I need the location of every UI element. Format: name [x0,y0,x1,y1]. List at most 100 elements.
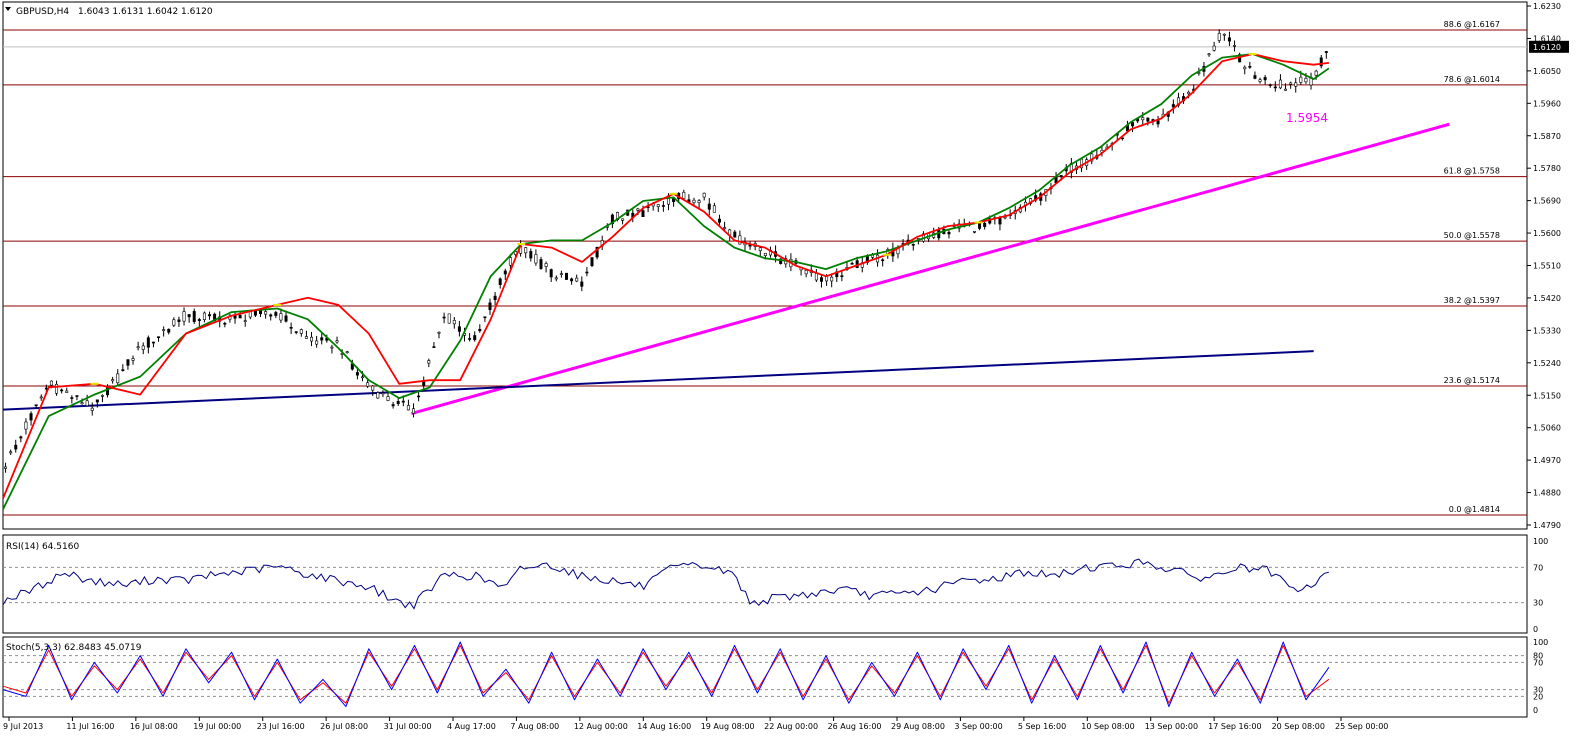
candle-body [81,403,83,404]
current-price-label: 1.6120 [1533,43,1561,52]
candle-body [1289,83,1291,84]
candle-body [723,228,725,229]
candle-body [708,204,710,209]
candle-body [560,274,562,275]
candle-body [662,205,664,206]
stoch-tick-label: 70 [1533,658,1543,667]
candle-body [188,314,190,316]
candle-body [1264,77,1266,79]
candle-body [392,405,394,406]
candle-body [759,248,761,251]
candle-body [881,260,883,261]
candle-body [117,374,119,383]
fib-label: 88.6 @1.6167 [1444,20,1500,29]
candle-body [86,401,88,406]
date-tick-label: 7 Aug 08:00 [510,722,559,731]
candle-body [479,329,481,331]
candle-body [948,232,950,234]
candle-body [1249,66,1251,67]
candle-body [9,452,11,453]
candle-body [468,338,470,339]
candle-body [132,359,134,361]
candle-body [575,278,577,281]
date-tick-label: 31 Jul 00:00 [384,722,432,731]
candle-body [152,342,154,343]
date-tick-label: 12 Aug 00:00 [574,722,628,731]
fib-label: 0.0 @1.4814 [1449,505,1500,514]
candle-body [1279,80,1281,88]
candle-body [570,279,572,281]
candle-body [1315,71,1317,75]
candle-body [285,316,287,321]
candle-body [372,386,374,390]
price-tick-label: 1.4880 [1533,489,1561,498]
date-tick-label: 5 Sep 16:00 [1018,722,1066,731]
rsi-tick-label: 100 [1533,537,1548,546]
candle-body [718,219,720,222]
candle-body [657,205,659,207]
candle-body [402,401,404,402]
candle-body [137,347,139,348]
fib-label: 78.6 @1.6014 [1444,75,1500,84]
price-tick-label: 1.6230 [1533,2,1561,11]
candle-body [484,317,486,318]
candle-body [173,320,175,325]
candle-body [642,211,644,217]
candle-body [127,360,129,366]
candle-body [315,341,317,344]
candle-body [321,338,323,340]
candle-body [407,405,409,409]
candle-body [60,390,62,391]
price-tick-label: 1.5420 [1533,294,1561,303]
candle-body [336,341,338,342]
candle-body [474,336,476,340]
price-tick-label: 1.5060 [1533,424,1561,433]
candle-body [820,278,822,282]
candle-body [183,312,185,322]
candle-body [1187,92,1189,94]
candle-body [1269,85,1271,86]
price-tick-label: 1.5960 [1533,99,1561,108]
candle-body [581,282,583,286]
candle-body [1300,77,1302,82]
candle-body [423,382,425,386]
candle-body [142,346,144,350]
candle-body [412,409,414,413]
stoch-tick-label: 100 [1533,638,1548,647]
candle-body [555,278,557,279]
candle-body [249,312,251,317]
candle-body [494,296,496,300]
date-tick-label: 26 Aug 16:00 [828,722,882,731]
candle-body [239,315,241,318]
price-tick-label: 1.5780 [1533,164,1561,173]
candle-body [912,244,914,245]
candle-body [545,263,547,266]
candle-body [377,393,379,399]
candle-body [270,315,272,316]
date-tick-label: 9 Jul 2013 [3,722,43,731]
fib-label: 38.2 @1.5397 [1444,296,1500,305]
candle-body [356,372,358,375]
candle-body [938,230,940,238]
date-tick-label: 19 Jul 00:00 [193,722,241,731]
candle-body [1131,122,1133,126]
candle-body [734,232,736,237]
candle-body [50,381,52,385]
candle-body [305,337,307,339]
date-tick-label: 11 Jul 16:00 [66,722,114,731]
candle-body [453,320,455,324]
candle-body [55,384,57,393]
candle-body [366,383,368,387]
candle-body [331,347,333,348]
candle-body [458,327,460,332]
candle-body [509,258,511,266]
candle-body [122,370,124,371]
candle-body [530,251,532,258]
candle-body [591,258,593,266]
candle-body [815,273,817,280]
price-tick-label: 1.5510 [1533,262,1561,271]
date-tick-label: 23 Jul 16:00 [257,722,305,731]
price-tick-label: 1.5600 [1533,229,1561,238]
